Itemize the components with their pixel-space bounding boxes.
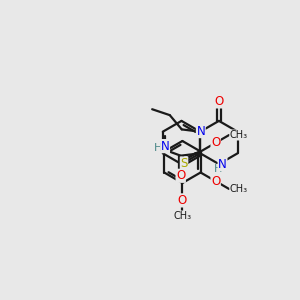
Text: O: O	[214, 95, 224, 108]
Text: N: N	[161, 140, 170, 153]
Text: N: N	[196, 124, 205, 138]
Text: CH₃: CH₃	[173, 211, 191, 221]
Text: O: O	[176, 169, 185, 182]
Text: O: O	[211, 136, 220, 149]
Text: O: O	[178, 194, 187, 207]
Text: H: H	[214, 164, 223, 175]
Text: S: S	[180, 157, 188, 170]
Text: N: N	[218, 158, 227, 171]
Text: H: H	[154, 142, 162, 153]
Text: O: O	[211, 175, 220, 188]
Text: CH₃: CH₃	[230, 130, 248, 140]
Text: CH₃: CH₃	[230, 184, 248, 194]
